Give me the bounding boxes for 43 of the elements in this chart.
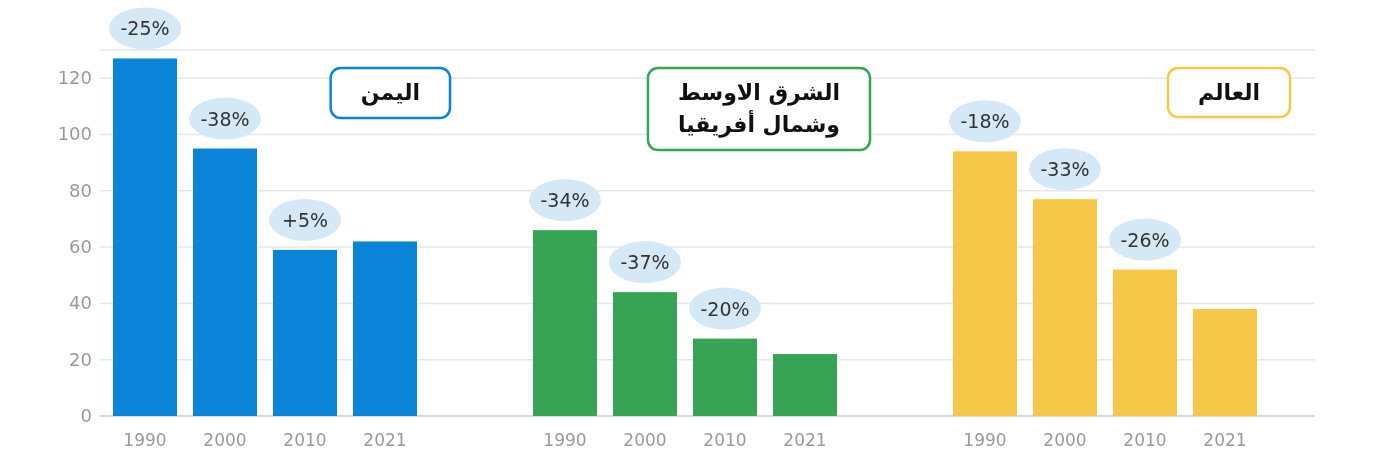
annotation: -25% [120,17,170,40]
y-tick-label: 20 [69,348,92,370]
x-tick-label: 2010 [283,430,327,450]
bar [193,148,257,416]
x-tick-label: 2010 [703,430,747,450]
annotation: +5% [281,208,329,231]
y-tick-label: 60 [69,236,92,258]
bar [613,292,677,416]
text: العالم [1198,80,1260,105]
annotation: -38% [200,107,250,130]
annotation: -20% [700,297,750,320]
text: اليمن [360,80,420,106]
y-tick-label: 100 [57,123,92,145]
x-tick-label: 1990 [123,430,167,450]
bar [1113,269,1177,416]
x-tick-label: 2000 [203,430,247,450]
bar [693,338,757,416]
bar [353,241,417,416]
x-tick-label: 1990 [963,430,1007,450]
x-tick-label: 2010 [1123,430,1167,450]
bar [273,249,337,416]
annotation: -26% [1120,228,1170,251]
y-tick-label: 0 [80,405,92,426]
y-tick-label: 40 [69,292,92,314]
bar [533,230,597,416]
x-tick-label: 2000 [623,430,667,450]
annotation: -37% [620,251,670,274]
bar [773,354,837,416]
x-tick-label: 2021 [1203,430,1247,450]
bar [1033,199,1097,416]
y-tick-label: 80 [69,179,92,201]
x-tick-label: 1990 [543,430,587,450]
x-tick-label: 2021 [363,430,407,450]
annotation: -18% [960,110,1010,133]
x-tick-label: 2021 [783,430,827,450]
bar [113,58,177,416]
annotation: -33% [1040,158,1090,181]
x-tick-label: 2000 [1043,430,1087,450]
bar [1193,309,1257,416]
text: الشرق الاوسط وشمال أفريقيا [677,80,840,138]
y-tick-label: 120 [57,67,92,89]
annotation: -34% [540,189,590,212]
bar [953,151,1017,416]
